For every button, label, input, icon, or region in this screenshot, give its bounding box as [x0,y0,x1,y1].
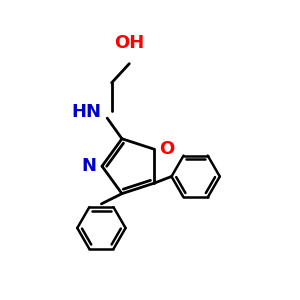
Text: N: N [82,157,97,175]
Text: HN: HN [71,103,101,121]
Text: OH: OH [114,34,144,52]
Text: O: O [160,140,175,158]
